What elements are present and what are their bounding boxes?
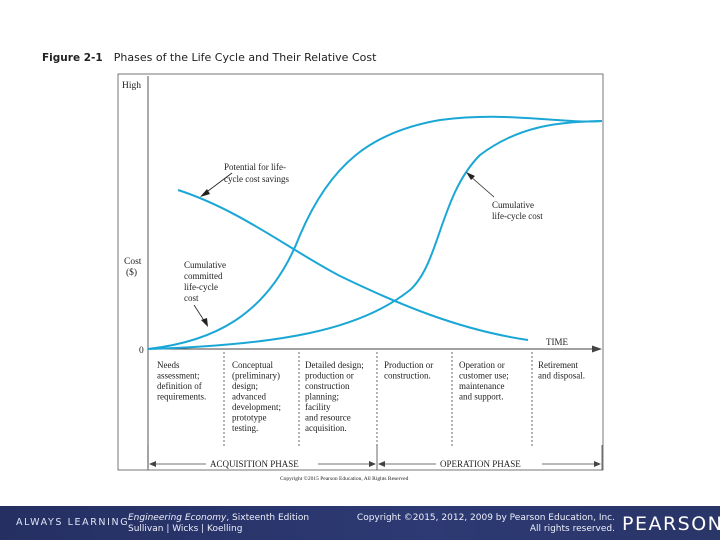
figure-number: Figure 2-1: [42, 52, 103, 64]
plot-frame: [117, 73, 604, 471]
life-cycle-cost-diagram: High Cost ($) 0 TIME Potential for life-…: [117, 73, 604, 482]
committed-pointer: [193, 304, 206, 323]
y-label-cost: Cost: [124, 257, 142, 267]
image-copyright: Copyright ©2015 Pearson Education, All R…: [280, 475, 409, 482]
phase-detailed-design: Detailed design; production or construct…: [305, 360, 366, 433]
phase-needs: Needs assessment; definition of requirem…: [157, 360, 206, 402]
committed-line-3: life-cycle: [184, 282, 218, 292]
pearson-logo: PEARSON: [622, 513, 720, 535]
potential-pointer: [203, 172, 233, 195]
book-info: Engineering Economy, Sixteenth Edition S…: [128, 513, 309, 535]
potential-savings-annotation: Potential for life- cycle cost savings: [200, 162, 289, 197]
footer-copyright: Copyright ©2015, 2012, 2009 by Pearson E…: [353, 513, 615, 535]
potential-line-2: cycle cost savings: [224, 174, 289, 184]
committed-line-2: committed: [184, 271, 223, 281]
phase-conceptual: Conceptual (preliminary) design; advance…: [232, 360, 283, 433]
figure-caption: Figure 2-1 Phases of the Life Cycle and …: [42, 51, 376, 64]
phase-group-brackets: ACQUISITION PHASE OPERATION PHASE: [147, 445, 603, 470]
acquisition-phase-label: ACQUISITION PHASE: [210, 459, 299, 469]
cumulative-cost-curve: [147, 120, 603, 350]
potential-line-1: Potential for life-: [224, 162, 286, 172]
committed-cost-curve: [147, 115, 603, 350]
committed-pointer-head: [201, 318, 208, 327]
cumulative-line-1: Cumulative: [492, 200, 534, 210]
copyright-line-2: All rights reserved.: [529, 524, 615, 534]
cumulative-line-2: life-cycle cost: [492, 211, 543, 221]
book-title-line: Engineering Economy, Sixteenth Edition: [128, 513, 309, 524]
acq-arrow-left: [149, 461, 156, 467]
potential-pointer-head: [200, 189, 210, 197]
y-zero-label: 0: [139, 346, 144, 356]
phase-production: Production or construction.: [384, 360, 436, 381]
committed-cost-annotation: Cumulative committed life-cycle cost: [184, 260, 226, 327]
committed-line-1: Cumulative: [184, 260, 226, 270]
figure-title: Phases of the Life Cycle and Their Relat…: [113, 51, 377, 64]
phase-labels: Needs assessment; definition of requirem…: [157, 360, 585, 433]
cumulative-pointer: [469, 175, 495, 198]
book-authors: Sullivan | Wicks | Koelling: [128, 524, 243, 534]
book-title: Engineering Economy: [128, 513, 227, 523]
y-label-unit: ($): [126, 267, 137, 278]
operation-phase-label: OPERATION PHASE: [440, 459, 521, 469]
cumulative-cost-annotation: Cumulative life-cycle cost: [466, 172, 543, 221]
x-axis-arrowhead: [592, 345, 602, 353]
committed-line-4: cost: [184, 293, 199, 303]
always-learning-logo: ALWAYS LEARNING: [16, 517, 130, 528]
op-arrow-left: [378, 461, 385, 467]
phase-retirement: Retirement and disposal.: [538, 360, 585, 381]
copyright-line-1: Copyright ©2015, 2012, 2009 by Pearson E…: [356, 513, 615, 523]
y-high-label: High: [122, 81, 141, 91]
book-edition: , Sixteenth Edition: [226, 513, 310, 523]
cumulative-pointer-head: [466, 172, 475, 180]
op-arrow-right: [594, 461, 601, 467]
acq-arrow-right: [369, 461, 376, 467]
phase-operation: Operation or customer use; maintenance a…: [459, 360, 511, 402]
potential-savings-curve: [177, 189, 529, 341]
time-label: TIME: [546, 337, 568, 347]
footer-bar: ALWAYS LEARNING Engineering Economy, Six…: [0, 506, 720, 540]
